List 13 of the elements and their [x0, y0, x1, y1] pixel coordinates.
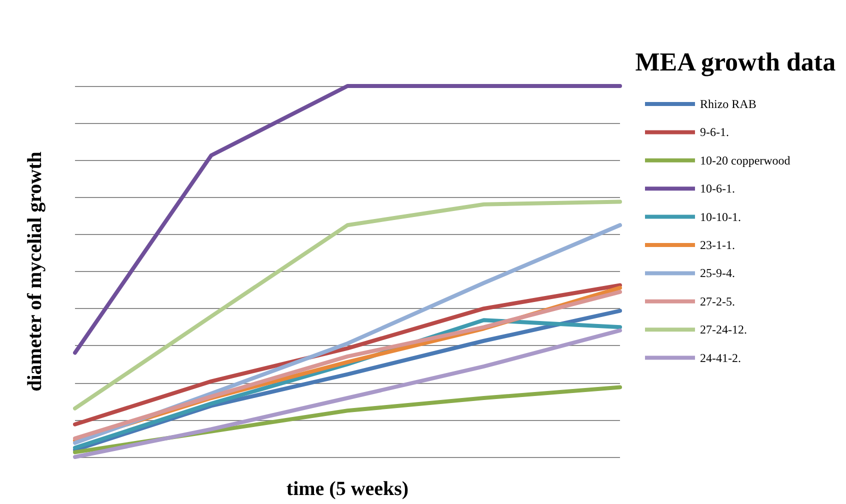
- x-axis-title: time (5 weeks): [286, 478, 409, 500]
- y-axis-title: diameter of mycelial growth: [24, 152, 46, 392]
- text: MEA growth data: [635, 48, 836, 76]
- legend-label: 9-6-1.: [700, 125, 729, 140]
- legend-label: 27-24-12.: [700, 322, 747, 337]
- legend-label: 27-2-5.: [700, 294, 735, 308]
- legend-label: 10-6-1.: [700, 182, 735, 196]
- legend-label: 10-20 copperwood: [700, 153, 790, 168]
- legend-label: 25-9-4.: [700, 266, 735, 280]
- legend-label: 24-41-2.: [700, 350, 741, 365]
- legend-label: 10-10-1.: [700, 210, 741, 224]
- legend-label: 23-1-1.: [700, 238, 735, 252]
- legend-label: Rhizo RAB: [700, 97, 756, 111]
